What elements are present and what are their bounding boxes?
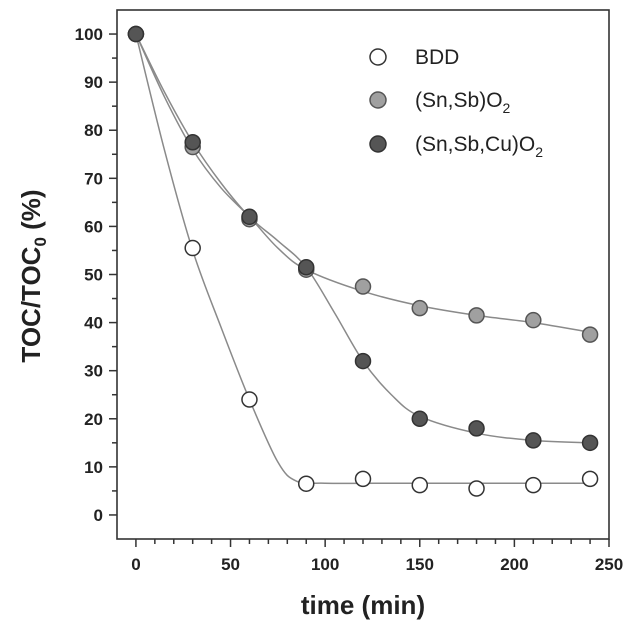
y-tick-label: 70 (84, 169, 103, 188)
point-snsbcu (184, 134, 201, 151)
point-bdd (297, 475, 315, 492)
fit-curves (135, 33, 591, 485)
legend-label-snsbcu-subscript: 2 (535, 144, 543, 160)
point-snsb (525, 311, 542, 329)
point-snsbcu (354, 352, 372, 370)
y-tick-label: 80 (84, 121, 103, 140)
point-snsbcu (581, 434, 599, 452)
y-axis-title-main: TOC/TOC (16, 246, 46, 362)
y-tick-label: 0 (94, 506, 103, 525)
x-tick-label: 50 (221, 555, 240, 574)
point-snsbcu (241, 208, 258, 226)
point-snsbcu (297, 259, 315, 276)
x-tick-label: 250 (595, 555, 623, 574)
y-tick-label: 50 (84, 266, 103, 285)
point-bdd (411, 476, 429, 494)
point-bdd (184, 239, 201, 257)
y-tick-label: 60 (84, 217, 103, 236)
fit-line-bdd (135, 33, 591, 485)
point-snsbcu (468, 420, 485, 437)
legend-label-snsbcu: (Sn,Sb,Cu)O2 (415, 133, 543, 160)
legend-marker-snsb (369, 91, 387, 109)
y-axis-ticks: 0 10 20 30 40 50 60 70 80 90 100 (75, 25, 117, 525)
point-bdd (468, 480, 485, 497)
y-tick-label: 40 (84, 314, 103, 333)
y-tick-label: 10 (84, 458, 103, 477)
legend-label-snsb: (Sn,Sb)O2 (415, 89, 511, 116)
x-tick-label: 150 (406, 555, 434, 574)
y-axis-title-subscript: 0 (31, 237, 50, 246)
legend-marker-snsbcu (369, 135, 387, 153)
fit-line-snsbcu (135, 33, 591, 444)
point-snsbcu (525, 432, 542, 449)
y-tick-label: 100 (75, 25, 103, 44)
x-tick-label: 0 (131, 555, 140, 574)
y-tick-label: 20 (84, 410, 103, 429)
x-axis-title: time (min) (301, 590, 425, 620)
point-bdd (581, 470, 599, 488)
point-snsbcu (127, 25, 145, 43)
x-tick-label: 100 (311, 555, 339, 574)
point-snsb (354, 278, 372, 295)
point-bdd (241, 391, 258, 408)
point-snsb (581, 326, 599, 343)
legend-label-bdd: BDD (415, 46, 459, 69)
y-axis-title-tail: (%) (16, 189, 46, 237)
point-snsb (468, 307, 485, 324)
y-tick-label: 90 (84, 73, 103, 92)
data-points (127, 25, 599, 497)
point-snsbcu (411, 410, 429, 428)
point-bdd (525, 476, 542, 494)
y-tick-label: 30 (84, 362, 103, 381)
legend-label-snsb-subscript: 2 (503, 100, 511, 116)
point-snsb (411, 299, 429, 317)
point-bdd (354, 470, 372, 488)
x-axis-ticks: 0 50 100 150 200 250 (131, 539, 623, 574)
x-tick-label: 200 (500, 555, 528, 574)
y-axis-title: TOC/TOC0 (%) (16, 189, 50, 362)
plot-frame (116, 9, 610, 540)
legend: BDD (Sn,Sb)O2 (Sn,Sb,Cu)O2 (369, 46, 543, 160)
legend-marker-bdd (369, 48, 387, 66)
